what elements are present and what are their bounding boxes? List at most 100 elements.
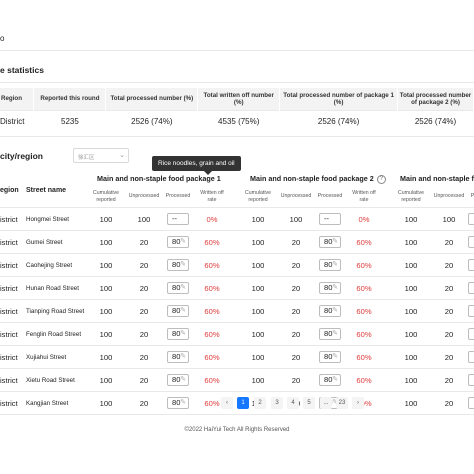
p3-unprocessed: 20 bbox=[444, 261, 454, 270]
p2-processed-input[interactable]: 80✎ bbox=[319, 236, 341, 248]
p3-processed-input[interactable] bbox=[468, 351, 474, 363]
p3-cumulative: 100 bbox=[404, 399, 418, 408]
edit-icon[interactable]: ✎ bbox=[180, 399, 186, 406]
edit-icon[interactable]: ✎ bbox=[332, 261, 338, 268]
p3-unprocessed: 20 bbox=[444, 353, 454, 362]
p3-processed-input[interactable] bbox=[468, 328, 474, 340]
p1-written-off-rate: 60% bbox=[204, 261, 220, 270]
p1-sub-processed: Processed bbox=[165, 193, 191, 199]
package3-title-text: Main and non-staple foo bbox=[400, 174, 474, 183]
edit-icon[interactable]: ✎ bbox=[332, 398, 338, 408]
p1-processed-value: 80 bbox=[172, 283, 181, 292]
pagination-page-1[interactable]: 1 bbox=[237, 397, 249, 409]
row-street-name: Caohejing Street bbox=[26, 262, 73, 269]
top-fragment: o bbox=[0, 34, 5, 43]
help-icon[interactable]: ? bbox=[376, 174, 386, 184]
p3-unprocessed: 20 bbox=[444, 399, 454, 408]
row-region: istrict bbox=[0, 238, 18, 247]
footer-copyright: ©2022 HaiYui Tech All Rights Reserved bbox=[184, 427, 290, 433]
pagination-page-ellipsis[interactable]: ... bbox=[320, 397, 332, 409]
p3-cumulative: 100 bbox=[404, 330, 418, 339]
p3-processed-input[interactable] bbox=[468, 259, 474, 271]
p2-processed-input[interactable]: 80✎ bbox=[319, 351, 341, 363]
p2-unprocessed: 100 bbox=[289, 215, 303, 224]
p1-written-off-rate: 60% bbox=[204, 307, 220, 316]
pagination-prev-button[interactable]: ‹ bbox=[221, 397, 233, 409]
p2-sub-processed: Processed bbox=[317, 193, 343, 199]
p3-processed-input[interactable] bbox=[468, 213, 474, 225]
edit-icon[interactable]: ✎ bbox=[180, 238, 186, 245]
p1-processed-value: 80 bbox=[172, 352, 181, 361]
p2-processed-input[interactable]: 80✎ bbox=[319, 305, 341, 317]
p1-processed-value: 80 bbox=[172, 260, 181, 269]
pagination-page-3[interactable]: 3 bbox=[271, 397, 283, 409]
p3-sub-cumulative: Cumulative reported bbox=[398, 190, 424, 203]
p1-processed-input[interactable]: 80 ✎ bbox=[167, 259, 189, 271]
edit-icon[interactable]: ✎ bbox=[332, 284, 338, 291]
edit-icon[interactable]: ✎ bbox=[332, 376, 338, 383]
pagination-page-4[interactable]: 4 bbox=[287, 397, 299, 409]
edit-icon[interactable]: ✎ bbox=[332, 238, 338, 245]
edit-icon[interactable]: ✎ bbox=[332, 330, 338, 337]
pagination-page-23[interactable]: 23 bbox=[336, 397, 348, 409]
p1-cumulative: 100 bbox=[99, 261, 113, 270]
p2-sub-written-off: Written off rate bbox=[352, 190, 376, 203]
edit-icon[interactable]: ✎ bbox=[180, 307, 186, 314]
p2-processed-value: 80 bbox=[324, 329, 333, 338]
divider bbox=[0, 50, 474, 51]
p2-written-off-rate: 60% bbox=[356, 238, 372, 247]
stats-package2: 2526 (74%) bbox=[397, 109, 474, 132]
p2-processed-input[interactable]: 80✎ bbox=[319, 282, 341, 294]
p3-processed-input[interactable] bbox=[468, 236, 474, 248]
row-street-name: Xietu Road Street bbox=[26, 377, 75, 384]
stats-section-title: e statistics bbox=[0, 65, 44, 75]
edit-icon[interactable]: ✎ bbox=[180, 284, 186, 291]
p3-cumulative: 100 bbox=[404, 284, 418, 293]
p1-processed-input[interactable]: 80 ✎ bbox=[167, 305, 189, 317]
p2-written-off-rate: 0% bbox=[358, 215, 370, 224]
p1-processed-input[interactable]: -- bbox=[167, 213, 189, 225]
region-filter-select[interactable]: 徐汇区 ⌄ bbox=[73, 148, 129, 163]
stats-table: Region Reported this round Total process… bbox=[0, 88, 474, 132]
row-region: istrict bbox=[0, 261, 18, 270]
p1-cumulative: 100 bbox=[99, 376, 113, 385]
edit-icon[interactable]: ✎ bbox=[332, 353, 338, 360]
p2-cumulative: 100 bbox=[251, 353, 265, 362]
edit-icon[interactable]: ✎ bbox=[180, 353, 186, 360]
p3-processed-input[interactable] bbox=[468, 282, 474, 294]
p1-processed-input[interactable]: 80 ✎ bbox=[167, 374, 189, 386]
p2-written-off-rate: 60% bbox=[356, 376, 372, 385]
package-tooltip: Rice noodles, grain and oil bbox=[152, 156, 241, 175]
p2-unprocessed: 20 bbox=[291, 307, 301, 316]
p1-processed-input[interactable]: 80 ✎ bbox=[167, 236, 189, 248]
p3-processed-input[interactable] bbox=[468, 305, 474, 317]
row-street-name: Hongmei Street bbox=[26, 216, 69, 223]
edit-icon[interactable]: ✎ bbox=[180, 330, 186, 337]
p2-processed-input[interactable]: 80✎ bbox=[319, 259, 341, 271]
p2-processed-input[interactable]: -- bbox=[319, 213, 341, 225]
p1-processed-input[interactable]: 80 ✎ bbox=[167, 282, 189, 294]
pagination-page-5[interactable]: 5 bbox=[303, 397, 315, 409]
p3-processed-input[interactable] bbox=[468, 374, 474, 386]
p2-processed-value: 80 bbox=[324, 352, 333, 361]
p1-processed-input[interactable]: 80 ✎ bbox=[167, 351, 189, 363]
p1-processed-value: 80 bbox=[172, 306, 181, 315]
p1-cumulative: 100 bbox=[99, 353, 113, 362]
p2-written-off-rate: 60% bbox=[356, 261, 372, 270]
pagination-page-2[interactable]: 2 bbox=[254, 397, 266, 409]
edit-icon[interactable]: ✎ bbox=[180, 376, 186, 383]
p1-written-off-rate: 60% bbox=[204, 284, 220, 293]
p3-processed-input[interactable] bbox=[468, 397, 474, 409]
p2-cumulative: 100 bbox=[251, 284, 265, 293]
row-region: istrict bbox=[0, 353, 18, 362]
p2-processed-input[interactable]: 80✎ bbox=[319, 374, 341, 386]
p1-written-off-rate: 60% bbox=[204, 399, 220, 408]
edit-icon[interactable]: ✎ bbox=[332, 307, 338, 314]
edit-icon[interactable]: ✎ bbox=[180, 261, 186, 268]
p1-processed-input[interactable]: 80 ✎ bbox=[167, 328, 189, 340]
p1-cumulative: 100 bbox=[99, 307, 113, 316]
pagination-next-button[interactable]: › bbox=[352, 397, 364, 409]
p1-processed-input[interactable]: 80 ✎ bbox=[167, 397, 189, 409]
p1-unprocessed: 20 bbox=[139, 330, 149, 339]
p2-processed-input[interactable]: 80✎ bbox=[319, 328, 341, 340]
